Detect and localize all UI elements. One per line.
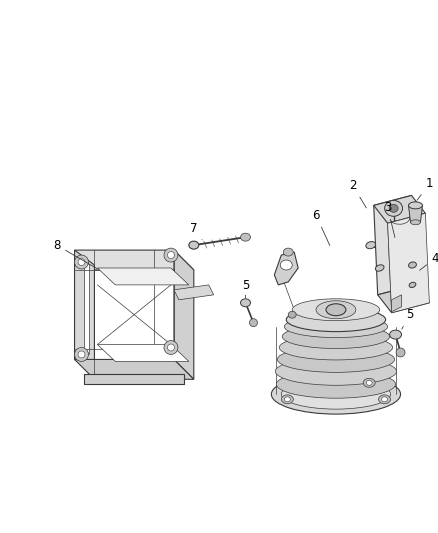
Ellipse shape xyxy=(389,204,398,212)
Ellipse shape xyxy=(167,252,174,259)
Ellipse shape xyxy=(409,282,416,287)
Ellipse shape xyxy=(282,325,390,349)
Ellipse shape xyxy=(366,381,372,385)
Ellipse shape xyxy=(78,259,85,265)
Ellipse shape xyxy=(240,299,251,307)
Polygon shape xyxy=(85,260,89,354)
Text: 7: 7 xyxy=(190,222,202,240)
Polygon shape xyxy=(85,374,184,384)
Ellipse shape xyxy=(378,395,391,404)
Polygon shape xyxy=(374,196,416,295)
Ellipse shape xyxy=(164,248,178,262)
Ellipse shape xyxy=(326,304,346,316)
Text: 8: 8 xyxy=(53,239,97,269)
Ellipse shape xyxy=(276,358,396,385)
Ellipse shape xyxy=(284,397,290,402)
Ellipse shape xyxy=(410,220,420,225)
Text: 5: 5 xyxy=(402,308,413,329)
Ellipse shape xyxy=(272,374,401,414)
Polygon shape xyxy=(274,252,298,285)
Polygon shape xyxy=(97,268,189,285)
Polygon shape xyxy=(378,285,429,313)
Ellipse shape xyxy=(316,301,356,319)
Polygon shape xyxy=(174,285,214,300)
Ellipse shape xyxy=(74,255,88,269)
Ellipse shape xyxy=(279,335,392,360)
Ellipse shape xyxy=(363,378,375,387)
Polygon shape xyxy=(97,344,189,361)
Ellipse shape xyxy=(288,311,296,318)
Ellipse shape xyxy=(276,370,396,398)
Ellipse shape xyxy=(366,241,376,249)
Ellipse shape xyxy=(74,348,88,361)
Ellipse shape xyxy=(282,395,293,404)
Ellipse shape xyxy=(164,341,178,354)
Ellipse shape xyxy=(189,241,199,249)
Polygon shape xyxy=(74,250,194,270)
Polygon shape xyxy=(409,205,422,222)
Ellipse shape xyxy=(409,262,417,268)
Text: 2: 2 xyxy=(349,179,366,208)
Ellipse shape xyxy=(409,202,422,209)
Text: 5: 5 xyxy=(242,279,249,298)
Ellipse shape xyxy=(385,200,403,216)
Ellipse shape xyxy=(381,397,388,402)
Text: 3: 3 xyxy=(384,201,395,238)
Text: 6: 6 xyxy=(312,209,330,246)
Polygon shape xyxy=(374,196,425,223)
Ellipse shape xyxy=(167,344,174,351)
Ellipse shape xyxy=(390,330,402,339)
Ellipse shape xyxy=(281,379,391,409)
Text: 4: 4 xyxy=(420,252,438,270)
Ellipse shape xyxy=(280,260,292,270)
Ellipse shape xyxy=(78,351,85,358)
Text: 1: 1 xyxy=(417,177,433,200)
Ellipse shape xyxy=(277,346,395,373)
Polygon shape xyxy=(392,295,402,312)
Polygon shape xyxy=(74,359,194,379)
Ellipse shape xyxy=(375,265,384,271)
Ellipse shape xyxy=(292,299,380,321)
Polygon shape xyxy=(174,250,194,379)
Ellipse shape xyxy=(250,319,258,327)
Ellipse shape xyxy=(396,348,405,357)
Ellipse shape xyxy=(286,308,385,332)
Ellipse shape xyxy=(240,233,251,241)
Ellipse shape xyxy=(284,316,388,337)
Polygon shape xyxy=(74,250,95,374)
Ellipse shape xyxy=(283,248,293,256)
Polygon shape xyxy=(388,213,429,313)
